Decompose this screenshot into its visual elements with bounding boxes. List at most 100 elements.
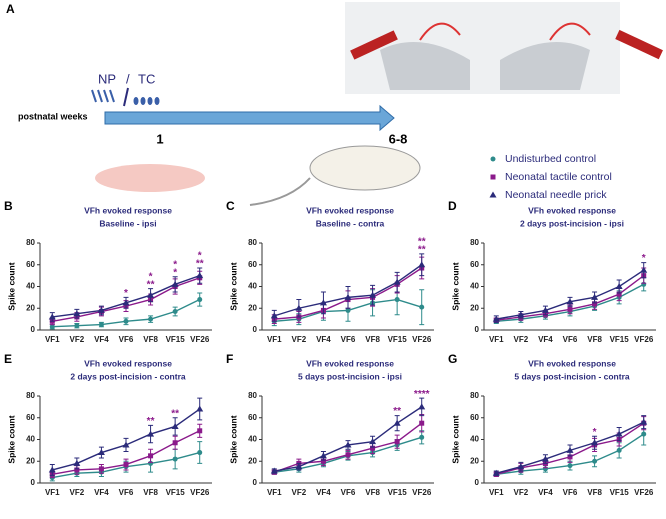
y-tick-label: 60 — [26, 413, 35, 422]
spinal-cord — [380, 42, 470, 90]
y-tick-label: 60 — [248, 260, 257, 269]
x-tick-label: VF8 — [587, 488, 602, 497]
marker — [394, 439, 400, 445]
x-tick-label: VF4 — [316, 488, 331, 497]
marker — [393, 419, 401, 426]
legend-marker — [489, 191, 497, 198]
marker — [73, 459, 81, 466]
y-tick-label: 60 — [470, 260, 479, 269]
marker — [492, 469, 500, 476]
slash: / — [126, 71, 130, 86]
marker — [592, 301, 598, 307]
pup — [95, 164, 205, 192]
panel-letter: C — [226, 199, 235, 213]
y-axis-label: Spike count — [450, 262, 460, 310]
significance: * — [198, 251, 202, 262]
marker — [320, 458, 326, 464]
slash-line — [123, 87, 129, 107]
marker — [418, 261, 426, 268]
marker — [172, 456, 178, 462]
marker — [147, 430, 155, 437]
y-tick-label: 80 — [470, 391, 479, 400]
x-tick-label: VF4 — [94, 335, 109, 344]
week-end: 6-8 — [389, 131, 408, 146]
marker — [74, 323, 80, 329]
rat — [309, 145, 421, 191]
y-tick-label: 0 — [31, 478, 36, 487]
marker — [319, 452, 327, 459]
marker — [591, 439, 599, 446]
chart-subtitle: 2 days post-incision - ipsi — [520, 218, 624, 228]
marker — [419, 420, 425, 426]
y-tick-label: 20 — [248, 456, 257, 465]
nerve — [419, 22, 461, 41]
marker — [345, 307, 351, 313]
y-tick-label: 80 — [26, 391, 35, 400]
x-tick-label: VF1 — [45, 488, 60, 497]
marker — [172, 309, 178, 315]
significance: * — [149, 271, 153, 282]
x-tick-label: VF15 — [166, 488, 186, 497]
chart-subtitle: 5 days post-incision - contra — [514, 371, 630, 381]
x-tick-label: VF15 — [610, 335, 630, 344]
marker — [48, 313, 56, 320]
marker — [122, 299, 130, 306]
marker — [517, 311, 525, 318]
timeline-label: postnatal weeks — [18, 111, 88, 121]
x-tick-label: VF6 — [563, 335, 578, 344]
significance: ** — [147, 279, 155, 290]
marker — [591, 293, 599, 300]
panel-letter: E — [4, 352, 12, 366]
chart-subtitle: Baseline - ipsi — [99, 218, 156, 228]
legend-marker — [490, 174, 496, 180]
y-tick-label: 0 — [253, 478, 258, 487]
x-tick-label: VF2 — [292, 335, 307, 344]
marker — [73, 310, 81, 317]
y-tick-label: 20 — [26, 456, 35, 465]
x-tick-label: VF8 — [365, 488, 380, 497]
marker — [394, 297, 400, 303]
marker — [344, 441, 352, 448]
x-tick-label: VF26 — [190, 335, 210, 344]
marker — [197, 450, 203, 456]
y-tick-label: 60 — [26, 260, 35, 269]
marker — [615, 283, 623, 289]
y-tick-label: 80 — [248, 238, 257, 247]
marker — [270, 312, 278, 319]
marker — [49, 324, 55, 330]
y-tick-label: 0 — [475, 478, 480, 487]
y-tick-label: 20 — [470, 456, 479, 465]
x-tick-label: VF26 — [190, 488, 210, 497]
x-tick-label: VF4 — [538, 335, 553, 344]
marker — [369, 438, 377, 445]
legend-label: Undisturbed control — [505, 153, 596, 165]
chart-subtitle: 2 days post-incision - contra — [70, 371, 186, 381]
significance: * — [593, 427, 597, 438]
timeline-arrow — [104, 104, 395, 132]
x-tick-label: VF8 — [365, 335, 380, 344]
significance: ** — [418, 237, 426, 248]
y-axis-label: Spike count — [450, 415, 460, 463]
significance: * — [642, 253, 646, 264]
marker — [492, 315, 500, 322]
x-tick-label: VF1 — [267, 335, 282, 344]
marker — [517, 463, 525, 470]
x-tick-label: VF1 — [45, 335, 60, 344]
marker — [196, 405, 204, 412]
panel-letter: F — [226, 352, 233, 366]
significance: * — [124, 288, 128, 299]
x-tick-label: VF8 — [143, 335, 158, 344]
marker — [147, 291, 155, 298]
marker — [641, 431, 647, 437]
x-tick-label: VF8 — [587, 335, 602, 344]
marker — [295, 304, 303, 311]
marker — [319, 299, 327, 306]
y-tick-label: 80 — [26, 238, 35, 247]
panel-letter: B — [4, 199, 13, 213]
significance: ** — [147, 416, 155, 427]
marker — [98, 466, 104, 472]
x-tick-label: VF2 — [292, 488, 307, 497]
x-tick-label: VF6 — [119, 488, 134, 497]
y-tick-label: 40 — [248, 282, 257, 291]
